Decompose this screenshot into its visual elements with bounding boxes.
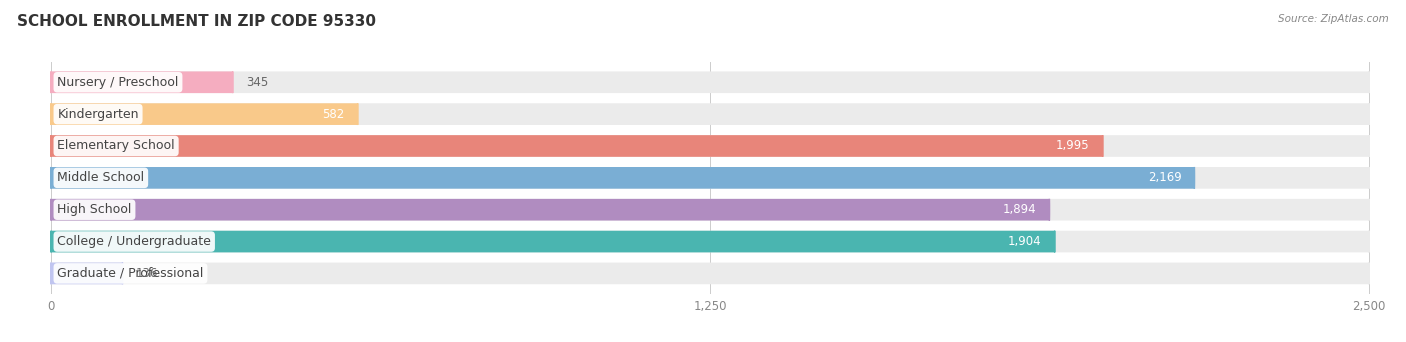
FancyBboxPatch shape: [51, 263, 122, 284]
FancyBboxPatch shape: [51, 71, 1369, 93]
FancyBboxPatch shape: [51, 103, 1369, 125]
FancyBboxPatch shape: [51, 167, 1194, 189]
Text: 1,894: 1,894: [1002, 203, 1036, 216]
FancyBboxPatch shape: [51, 199, 1049, 221]
FancyBboxPatch shape: [51, 135, 1102, 157]
Text: Elementary School: Elementary School: [58, 140, 174, 153]
FancyBboxPatch shape: [51, 199, 1369, 221]
FancyBboxPatch shape: [51, 71, 232, 93]
FancyBboxPatch shape: [51, 135, 1369, 157]
FancyBboxPatch shape: [51, 231, 1369, 252]
FancyBboxPatch shape: [51, 167, 1369, 189]
Text: Source: ZipAtlas.com: Source: ZipAtlas.com: [1278, 14, 1389, 24]
FancyBboxPatch shape: [51, 263, 1369, 284]
Text: Middle School: Middle School: [58, 171, 145, 184]
Text: 582: 582: [322, 108, 344, 121]
Text: Graduate / Professional: Graduate / Professional: [58, 267, 204, 280]
Text: SCHOOL ENROLLMENT IN ZIP CODE 95330: SCHOOL ENROLLMENT IN ZIP CODE 95330: [17, 14, 375, 29]
Text: 345: 345: [246, 76, 269, 89]
Text: High School: High School: [58, 203, 132, 216]
Text: 136: 136: [136, 267, 159, 280]
FancyBboxPatch shape: [51, 103, 357, 125]
Text: Nursery / Preschool: Nursery / Preschool: [58, 76, 179, 89]
Text: 1,904: 1,904: [1008, 235, 1042, 248]
Text: 1,995: 1,995: [1056, 140, 1090, 153]
Text: Kindergarten: Kindergarten: [58, 108, 139, 121]
Text: 2,169: 2,169: [1147, 171, 1181, 184]
Text: College / Undergraduate: College / Undergraduate: [58, 235, 211, 248]
FancyBboxPatch shape: [51, 231, 1054, 252]
